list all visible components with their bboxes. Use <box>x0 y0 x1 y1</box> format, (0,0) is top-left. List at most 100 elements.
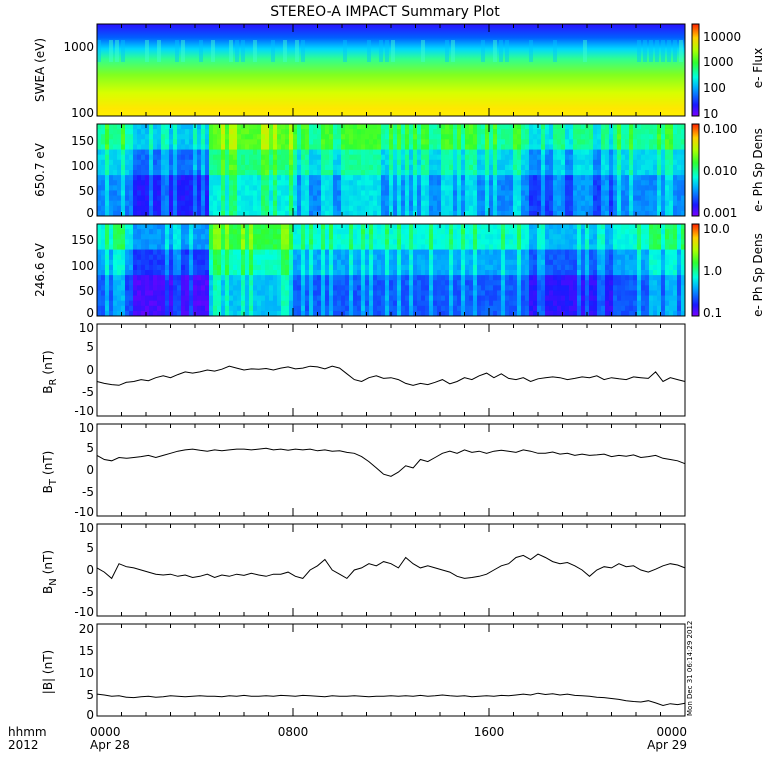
swea-streak <box>661 40 665 62</box>
spectrogram-cell <box>441 175 446 181</box>
spectrogram-cell <box>125 239 130 245</box>
spectrogram-cell <box>161 175 166 181</box>
spectrogram-cell <box>293 200 298 207</box>
spectrogram-cell <box>233 275 238 281</box>
spectrogram-cell <box>173 144 178 151</box>
spectrogram-cell <box>229 195 234 202</box>
spectrogram-cell <box>525 224 530 230</box>
spectrogram-cell <box>313 154 318 161</box>
spectrogram-cell <box>257 234 262 240</box>
spectrogram-cell <box>113 259 118 266</box>
spectrogram-cell <box>405 149 410 156</box>
spectrogram-cell <box>121 275 126 281</box>
spectrogram-cell <box>501 259 506 266</box>
spectrogram-cell <box>121 200 126 207</box>
spectrogram-cell <box>357 210 362 217</box>
spectrogram-cell <box>241 205 246 212</box>
spectrogram-cell <box>401 249 406 256</box>
spectrogram-cell <box>121 259 126 266</box>
spectrogram-cell <box>557 175 562 181</box>
spectrogram-cell <box>369 149 374 156</box>
spectrogram-cell <box>505 154 510 161</box>
spectrogram-cell <box>213 139 218 145</box>
spectrogram-cell <box>337 239 342 245</box>
spectrogram-cell <box>213 295 218 302</box>
spectrogram-cell <box>329 205 334 212</box>
spectrogram-cell <box>513 185 518 191</box>
spectrogram-cell <box>437 249 442 256</box>
spectrogram-cell <box>457 185 462 191</box>
spectrogram-cell <box>613 175 618 181</box>
spectrogram-cell <box>445 144 450 151</box>
spectrogram-cell <box>201 144 206 151</box>
swea-streak <box>229 40 233 62</box>
spectrogram-cell <box>641 164 646 171</box>
spectrogram-cell <box>225 124 230 130</box>
spectrogram-cell <box>617 195 622 202</box>
spectrogram-cell <box>317 185 322 191</box>
spectrogram-cell <box>661 195 666 202</box>
spectrogram-cell <box>569 310 574 317</box>
spectrogram-cell <box>553 129 558 135</box>
spectrogram-cell <box>489 134 494 140</box>
spectrogram-cell <box>333 244 338 251</box>
spectrogram-cell <box>557 264 562 271</box>
spectrogram-cell <box>325 234 330 240</box>
spectrogram-cell <box>489 164 494 171</box>
spectrogram-cell <box>361 224 366 230</box>
spectrogram-cell <box>621 149 626 156</box>
spectrogram-cell <box>121 234 126 240</box>
spectrogram-cell <box>229 175 234 181</box>
spectrogram-cell <box>105 200 110 207</box>
spectrogram-cell <box>513 195 518 202</box>
spectrogram-cell <box>353 300 358 307</box>
spectrogram-cell <box>281 190 286 197</box>
spectrogram-cell <box>569 254 574 261</box>
swea-streak <box>295 40 299 62</box>
spectrogram-cell <box>377 254 382 261</box>
spectrogram-cell <box>193 290 198 297</box>
spectrogram-cell <box>205 200 210 207</box>
spectrogram-cell <box>185 234 190 240</box>
spectrogram-cell <box>593 254 598 261</box>
spectrogram-cell <box>641 195 646 202</box>
spectrogram-cell <box>301 239 306 245</box>
spectrogram-cell <box>265 190 270 197</box>
spectrogram-cell <box>597 290 602 297</box>
spectrogram-cell <box>249 144 254 151</box>
spectrogram-cell <box>157 239 162 245</box>
spectrogram-cell <box>429 229 434 235</box>
spectrogram-cell <box>161 185 166 191</box>
spectrogram-cell <box>405 139 410 145</box>
spectrogram-cell <box>253 290 258 297</box>
spectrogram-cell <box>409 175 414 181</box>
spectrogram-cell <box>309 224 314 230</box>
spectrogram-cell <box>541 139 546 145</box>
spectrogram-cell <box>517 310 522 317</box>
spectrogram-cell <box>609 164 614 171</box>
spectrogram-cell <box>357 190 362 197</box>
spectrogram-cell <box>589 249 594 256</box>
spectrogram-cell <box>401 270 406 276</box>
spectrogram-cell <box>465 254 470 261</box>
spectrogram-cell <box>589 185 594 191</box>
spectrogram-cell <box>649 149 654 156</box>
spectrogram-cell <box>497 129 502 135</box>
spectrogram-cell <box>409 310 414 317</box>
spectrogram-cell <box>309 305 314 312</box>
spectrogram-cell <box>281 134 286 140</box>
spectrogram-cell <box>573 275 578 281</box>
spectrogram-cell <box>481 210 486 217</box>
spectrogram-cell <box>181 185 186 191</box>
spectrogram-cell <box>461 224 466 230</box>
spectrogram-cell <box>417 234 422 240</box>
spectrogram-cell <box>441 305 446 312</box>
spectrogram-cell <box>137 239 142 245</box>
spectrogram-cell <box>105 210 110 217</box>
spectrogram-cell <box>569 264 574 271</box>
spectrogram-cell <box>333 149 338 156</box>
spectrogram-cell <box>317 195 322 202</box>
spectrogram-cell <box>489 300 494 307</box>
spectrogram-cell <box>297 164 302 171</box>
spectrogram-cell <box>145 154 150 161</box>
